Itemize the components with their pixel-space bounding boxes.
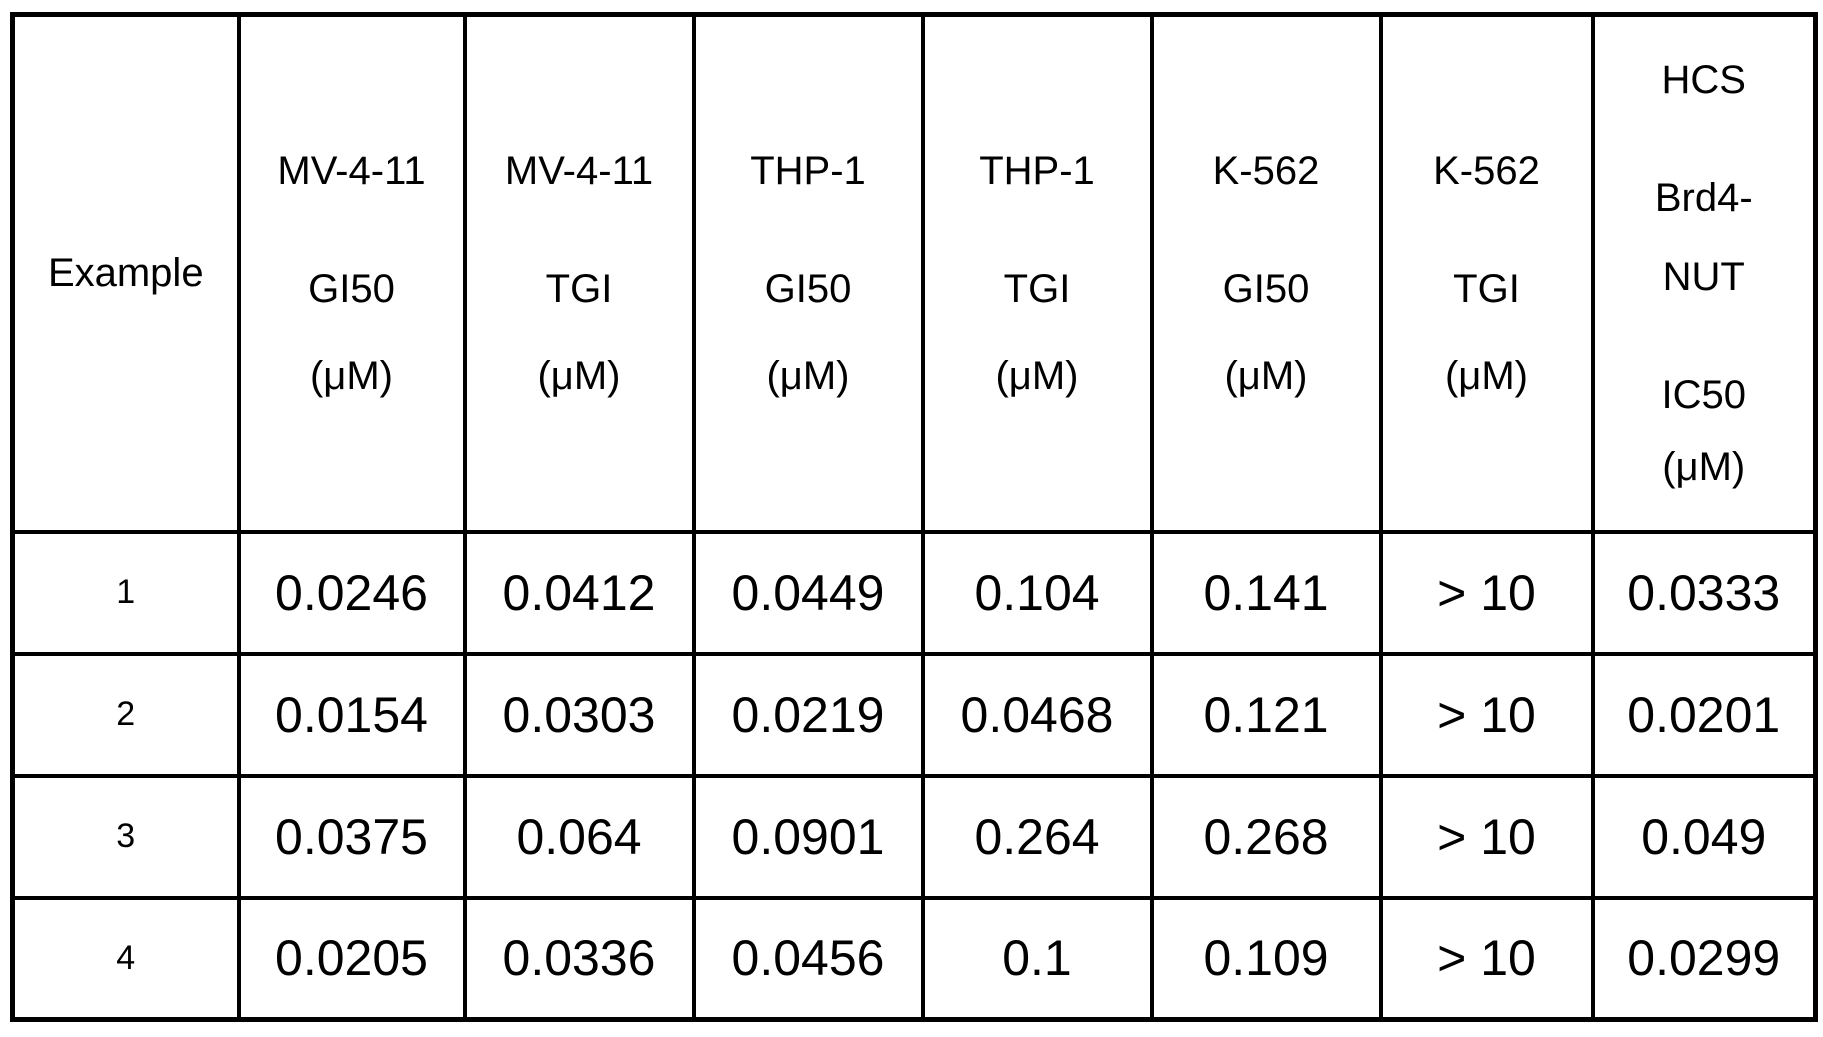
value-cell-thp-1-tgi: 0.0468: [920, 651, 1154, 778]
example-cell: 1: [10, 529, 241, 656]
compound-activity-table: Example MV-4-11 GI50 (μM) MV-4-11 TGI (μ…: [10, 12, 1818, 1022]
header-line: THP-1: [750, 148, 866, 193]
table-header-row: Example MV-4-11 GI50 (μM) MV-4-11 TGI (μ…: [10, 12, 1818, 534]
header-line: (μM): [309, 353, 393, 398]
header-line: GI50: [764, 266, 852, 311]
header-line: HCS: [1661, 57, 1746, 102]
header-line: IC50: [1661, 372, 1747, 417]
value-cell-hcs-ic50: 0.0333: [1590, 529, 1818, 656]
value-cell-k-562-gi50: 0.141: [1149, 529, 1383, 656]
value-cell-mv-4-11-gi50: 0.0205: [236, 895, 467, 1022]
value-cell-mv-4-11-tgi: 0.064: [462, 773, 696, 900]
header-line: TGI: [545, 266, 613, 311]
table-row-4: 4 0.0205 0.0336 0.0456 0.1 0.109 > 10 0.…: [10, 895, 1818, 1022]
value-cell-mv-4-11-gi50: 0.0375: [236, 773, 467, 900]
example-cell: 2: [10, 651, 241, 778]
column-header-k-562-gi50: K-562 GI50 (μM): [1149, 12, 1383, 534]
value-cell-hcs-ic50: 0.0201: [1590, 651, 1818, 778]
example-cell: 4: [10, 895, 241, 1022]
header-line: (μM): [537, 353, 621, 398]
header-line: MV-4-11: [277, 148, 426, 193]
value-cell-mv-4-11-tgi: 0.0303: [462, 651, 696, 778]
header-line: (μM): [1662, 444, 1746, 489]
column-header-k-562-tgi: K-562 TGI (μM): [1378, 12, 1595, 534]
header-line: TGI: [1003, 266, 1071, 311]
column-header-example: Example: [10, 12, 241, 534]
header-line: THP-1: [979, 148, 1095, 193]
header-line: (μM): [766, 353, 850, 398]
header-line: K-562: [1212, 148, 1320, 193]
value-cell-mv-4-11-tgi: 0.0412: [462, 529, 696, 656]
value-cell-mv-4-11-tgi: 0.0336: [462, 895, 696, 1022]
value-cell-thp-1-gi50: 0.0456: [691, 895, 925, 1022]
value-cell-mv-4-11-gi50: 0.0154: [236, 651, 467, 778]
value-cell-k-562-tgi: > 10: [1378, 895, 1595, 1022]
header-line: K-562: [1433, 148, 1540, 193]
header-line: Brd4-: [1654, 175, 1753, 220]
table-row-2: 2 0.0154 0.0303 0.0219 0.0468 0.121 > 10…: [10, 651, 1818, 778]
value-cell-thp-1-tgi: 0.104: [920, 529, 1154, 656]
header-line: GI50: [1222, 266, 1310, 311]
value-cell-mv-4-11-gi50: 0.0246: [236, 529, 467, 656]
value-cell-k-562-gi50: 0.268: [1149, 773, 1383, 900]
header-line: NUT: [1662, 254, 1745, 299]
header-line: (μM): [995, 353, 1079, 398]
value-cell-k-562-tgi: > 10: [1378, 773, 1595, 900]
value-cell-thp-1-gi50: 0.0219: [691, 651, 925, 778]
header-line: Example: [47, 251, 204, 296]
column-header-hcs-brd4-nut-ic50: HCS Brd4- NUT IC50 (μM): [1590, 12, 1818, 534]
header-line: MV-4-11: [504, 148, 654, 193]
column-header-mv-4-11-tgi: MV-4-11 TGI (μM): [462, 12, 696, 534]
column-header-mv-4-11-gi50: MV-4-11 GI50 (μM): [236, 12, 467, 534]
table-row-3: 3 0.0375 0.064 0.0901 0.264 0.268 > 10 0…: [10, 773, 1818, 900]
column-header-thp-1-tgi: THP-1 TGI (μM): [920, 12, 1154, 534]
table-row-1: 1 0.0246 0.0412 0.0449 0.104 0.141 > 10 …: [10, 529, 1818, 656]
value-cell-thp-1-tgi: 0.264: [920, 773, 1154, 900]
value-cell-k-562-gi50: 0.109: [1149, 895, 1383, 1022]
value-cell-thp-1-tgi: 0.1: [920, 895, 1154, 1022]
header-line: TGI: [1453, 266, 1520, 311]
column-header-thp-1-gi50: THP-1 GI50 (μM): [691, 12, 925, 534]
value-cell-k-562-tgi: > 10: [1378, 529, 1595, 656]
header-line: GI50: [308, 266, 395, 311]
value-cell-hcs-ic50: 0.0299: [1590, 895, 1818, 1022]
example-cell: 3: [10, 773, 241, 900]
header-line: (μM): [1444, 353, 1528, 398]
value-cell-thp-1-gi50: 0.0901: [691, 773, 925, 900]
value-cell-k-562-gi50: 0.121: [1149, 651, 1383, 778]
value-cell-thp-1-gi50: 0.0449: [691, 529, 925, 656]
value-cell-k-562-tgi: > 10: [1378, 651, 1595, 778]
header-line: (μM): [1224, 353, 1308, 398]
value-cell-hcs-ic50: 0.049: [1590, 773, 1818, 900]
